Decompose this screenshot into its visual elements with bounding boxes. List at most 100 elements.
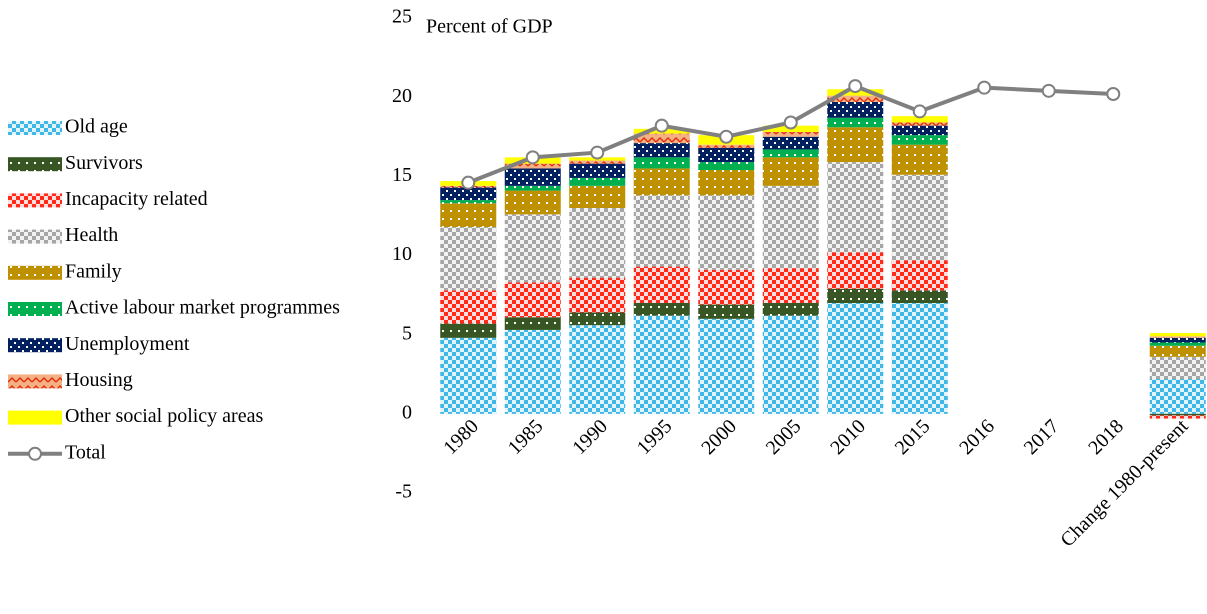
legend-label: Health — [65, 224, 118, 246]
bar-segment — [1149, 333, 1206, 337]
x-tick-label: Change 1980-present — [1056, 415, 1192, 551]
legend-label: Family — [65, 260, 122, 282]
y-tick-label: 10 — [392, 243, 412, 265]
legend-label: Unemployment — [65, 333, 190, 355]
bar-segment — [1149, 415, 1206, 419]
legend-swatch — [8, 410, 62, 425]
bar-segment — [827, 95, 884, 102]
y-axis-label: Percent of GDP — [426, 16, 553, 38]
bar-segment — [504, 329, 561, 414]
total-marker — [783, 115, 798, 130]
x-tick-label: 2018 — [1084, 415, 1128, 459]
legend-swatch — [8, 121, 62, 135]
bar-segment — [504, 190, 561, 215]
bar-segment — [569, 208, 626, 278]
y-tick-label: 5 — [402, 322, 412, 344]
bar-segment — [440, 187, 497, 201]
x-tick-label: 2016 — [955, 415, 999, 459]
x-tick-label: 2017 — [1020, 415, 1064, 459]
bar-segment — [633, 315, 690, 414]
legend-swatch — [8, 157, 62, 172]
bar-segment — [1149, 345, 1206, 357]
x-tick-label: 2015 — [891, 415, 935, 459]
bar-segment — [698, 147, 755, 163]
bar-segment — [762, 268, 819, 303]
bar-segment — [633, 195, 690, 267]
bar-segment — [633, 143, 690, 158]
bar-segment — [891, 116, 948, 123]
bar-segment — [504, 163, 561, 169]
total-marker — [977, 80, 992, 95]
bar-segment — [827, 117, 884, 128]
bar-segment — [504, 282, 561, 318]
bar-segment — [1149, 342, 1206, 346]
bar-segment — [762, 136, 819, 150]
bar-segment — [827, 162, 884, 253]
legend-label: Housing — [65, 369, 133, 391]
bar-segment — [569, 325, 626, 414]
bar-segment — [633, 168, 690, 196]
bar-segment — [440, 290, 497, 324]
total-marker — [848, 79, 863, 94]
bar-segment — [891, 144, 948, 175]
legend-label: Other social policy areas — [65, 405, 263, 427]
bar-segment — [891, 303, 948, 414]
legend-swatch — [8, 302, 62, 316]
y-tick-label: 25 — [392, 6, 412, 28]
y-tick-label: 15 — [392, 164, 412, 186]
bar-segment — [1149, 337, 1206, 343]
legend-swatch — [8, 193, 62, 208]
bar-segment — [1149, 356, 1206, 379]
y-tick-label: -5 — [395, 481, 412, 503]
total-marker — [912, 104, 927, 119]
legend-label: Old age — [65, 116, 128, 138]
bar-segment — [440, 337, 497, 414]
legend-label: Incapacity related — [65, 188, 208, 210]
legend-label: Survivors — [65, 152, 143, 174]
bar-segment — [827, 288, 884, 303]
bar-segment — [827, 127, 884, 163]
bar-segment — [891, 122, 948, 126]
y-tick-label: 0 — [402, 401, 412, 423]
bar-segment — [698, 269, 755, 305]
bar-segment — [698, 144, 755, 148]
bar-segment — [569, 277, 626, 313]
x-tick-label: 1980 — [439, 415, 483, 459]
bar-segment — [698, 318, 755, 414]
bar-segment — [891, 174, 948, 261]
bar-segment — [762, 149, 819, 158]
x-tick-label: 2000 — [697, 415, 741, 459]
bar-segment — [698, 162, 755, 170]
x-tick-label: 1985 — [504, 415, 548, 459]
bar-segment — [633, 303, 690, 316]
legend-label: Total — [65, 441, 106, 463]
bar-segment — [762, 132, 819, 137]
bar-segment — [891, 260, 948, 291]
x-tick-label: 1990 — [568, 415, 612, 459]
x-tick-label: 2010 — [826, 415, 870, 459]
total-marker — [719, 129, 734, 144]
x-tick-label: 1995 — [633, 415, 677, 459]
bar-segment — [440, 203, 497, 227]
bar-segment — [827, 252, 884, 289]
legend-swatch — [8, 229, 62, 244]
bar-segment — [891, 125, 948, 136]
bar-segment — [569, 160, 626, 164]
total-marker — [654, 118, 669, 133]
total-marker — [1041, 83, 1056, 98]
bar-segment — [633, 266, 690, 303]
bar-segment — [569, 312, 626, 326]
bar-segment — [569, 177, 626, 186]
bar-segment — [504, 168, 561, 186]
bar-segment — [440, 323, 497, 338]
bar-segment — [891, 290, 948, 303]
bar-segment — [698, 304, 755, 319]
bar-segment — [827, 101, 884, 118]
bar-segment — [440, 227, 497, 291]
bar-segment — [1149, 379, 1206, 414]
bar-segment — [569, 163, 626, 178]
bar-segment — [569, 185, 626, 208]
bar-segment — [891, 135, 948, 145]
